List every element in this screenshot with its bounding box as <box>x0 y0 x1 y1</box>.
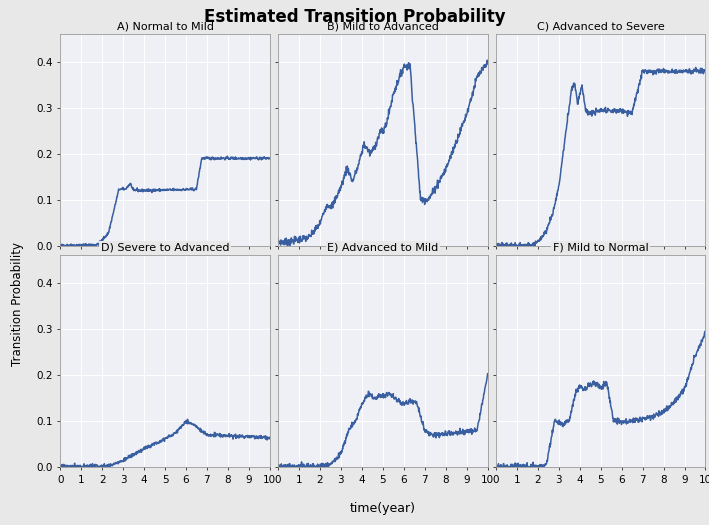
Title: E) Advanced to Mild: E) Advanced to Mild <box>328 243 438 253</box>
Title: D) Severe to Advanced: D) Severe to Advanced <box>101 243 229 253</box>
Text: Transition Probability: Transition Probability <box>11 243 23 366</box>
Text: time(year): time(year) <box>350 502 416 515</box>
Title: C) Advanced to Severe: C) Advanced to Severe <box>537 22 664 32</box>
Title: F) Mild to Normal: F) Mild to Normal <box>553 243 649 253</box>
Title: B) Mild to Advanced: B) Mild to Advanced <box>327 22 439 32</box>
Title: A) Normal to Mild: A) Normal to Mild <box>116 22 213 32</box>
Text: Estimated Transition Probability: Estimated Transition Probability <box>203 8 506 26</box>
